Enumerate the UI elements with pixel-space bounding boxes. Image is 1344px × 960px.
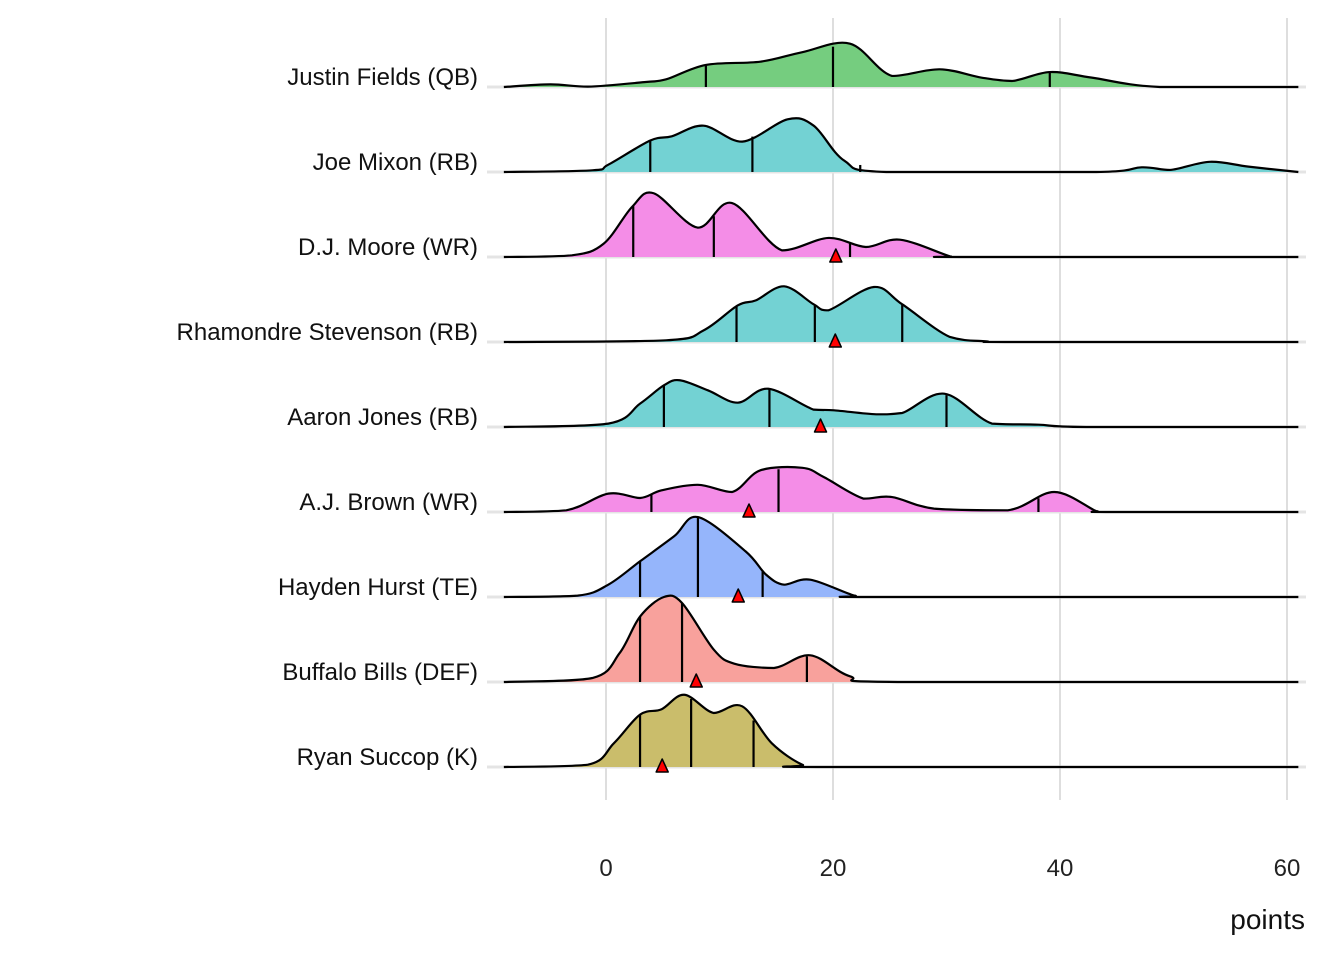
marker-triangle bbox=[828, 333, 843, 348]
ridge-7 bbox=[503, 594, 1299, 684]
density-line bbox=[503, 465, 1299, 514]
ridge-3 bbox=[503, 285, 1299, 344]
x-tick-label: 0 bbox=[599, 855, 612, 882]
ridge-5 bbox=[503, 465, 1299, 514]
density-line bbox=[503, 515, 1299, 599]
x-tick-label: 60 bbox=[1274, 855, 1301, 882]
marker-triangle bbox=[689, 673, 703, 688]
y-label: D.J. Moore (WR) bbox=[298, 234, 478, 261]
density-area bbox=[503, 42, 1299, 87]
density-line bbox=[503, 285, 1299, 344]
y-label: Aaron Jones (RB) bbox=[287, 404, 478, 431]
density-line bbox=[503, 594, 1299, 684]
density-area bbox=[503, 192, 1299, 257]
marker-triangle bbox=[731, 588, 745, 603]
density-area bbox=[503, 118, 1299, 172]
density-line bbox=[503, 693, 1299, 769]
ridge-2 bbox=[503, 191, 1299, 259]
ridge-8 bbox=[503, 693, 1299, 769]
density-line bbox=[503, 117, 1299, 174]
y-label: Justin Fields (QB) bbox=[287, 64, 478, 91]
density-area bbox=[503, 694, 1299, 767]
ridge-6 bbox=[503, 515, 1299, 599]
ridge-1 bbox=[503, 117, 1299, 174]
y-label: Hayden Hurst (TE) bbox=[278, 574, 478, 601]
markers bbox=[655, 248, 843, 773]
y-label: Rhamondre Stevenson (RB) bbox=[177, 319, 478, 346]
marker-triangle bbox=[829, 248, 843, 263]
density-area bbox=[503, 595, 1299, 682]
marker-triangle bbox=[742, 503, 756, 518]
marker-triangle bbox=[813, 418, 828, 433]
y-label: A.J. Brown (WR) bbox=[299, 489, 478, 516]
x-axis-title: points bbox=[1230, 904, 1305, 935]
density-area bbox=[503, 286, 1299, 342]
density-line bbox=[503, 41, 1299, 89]
ridges bbox=[503, 41, 1299, 769]
ridge-4 bbox=[503, 378, 1299, 429]
density-line bbox=[503, 378, 1299, 429]
density-area bbox=[503, 467, 1299, 512]
density-area bbox=[503, 516, 1299, 597]
density-area bbox=[503, 380, 1299, 427]
marker-triangle bbox=[655, 758, 669, 773]
y-label: Buffalo Bills (DEF) bbox=[282, 659, 478, 686]
y-label: Joe Mixon (RB) bbox=[313, 149, 478, 176]
density-line bbox=[503, 191, 1299, 259]
y-label: Ryan Succop (K) bbox=[297, 744, 478, 771]
x-tick-label: 20 bbox=[820, 855, 847, 882]
x-tick-label: 40 bbox=[1047, 855, 1074, 882]
x-axis-ticks: 0 20 40 60 bbox=[599, 855, 1300, 882]
ridge-0 bbox=[503, 41, 1299, 89]
y-axis-labels: Justin Fields (QB) Joe Mixon (RB) D.J. Moo… bbox=[177, 64, 478, 771]
